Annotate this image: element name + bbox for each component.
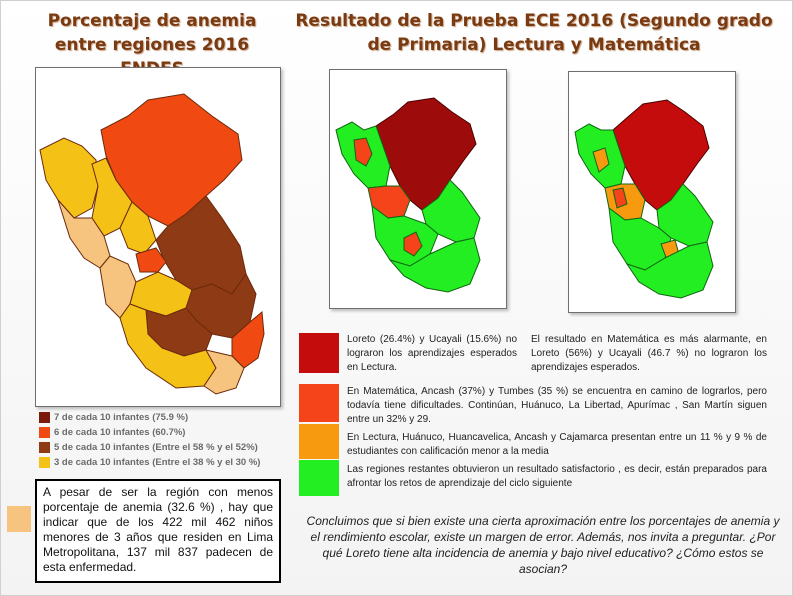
legend-label: 6 de cada 10 infantes (60.7%) [54, 427, 185, 438]
ece-text-reading: Loreto (26.4%) y Ucayali (15.6%) no logr… [347, 333, 517, 375]
legend-swatch [39, 412, 50, 423]
legend-row: 6 de cada 10 infantes (60.7%) [39, 425, 260, 440]
ece-text-math: El resultado en Matemática es más alarma… [531, 333, 767, 375]
ece-title: Resultado de la Prueba ECE 2016 (Segundo… [293, 9, 775, 57]
legend-row: 3 de cada 10 infantes (Entre el 38 % y e… [39, 455, 260, 470]
ece-text-red: En Matemática, Ancash (37%) y Tumbes (35… [347, 385, 767, 427]
ece-math-map [568, 71, 736, 313]
anemia-legend: 7 de cada 10 infantes (75.9 %) 6 de cada… [39, 410, 260, 470]
lima-swatch [7, 506, 31, 532]
ece-swatch-orange [299, 424, 339, 459]
ece-text-green: Las regiones restantes obtuvieron un res… [347, 463, 767, 491]
conclusion-text: Concluimos que si bien existe una cierta… [303, 513, 783, 577]
anemia-map [35, 67, 281, 407]
legend-swatch [39, 427, 50, 438]
legend-swatch [39, 457, 50, 468]
legend-label: 3 de cada 10 infantes (Entre el 38 % y e… [54, 457, 260, 468]
legend-label: 7 de cada 10 infantes (75.9 %) [54, 412, 188, 423]
legend-swatch [39, 442, 50, 453]
ece-swatch-red [299, 384, 339, 422]
legend-label: 5 de cada 10 infantes (Entre el 58 % y e… [54, 442, 258, 453]
legend-row: 7 de cada 10 infantes (75.9 %) [39, 410, 260, 425]
ece-swatch-green [299, 460, 339, 496]
lima-note: A pesar de ser la región con menos porce… [35, 479, 281, 583]
ece-reading-map [329, 69, 507, 309]
legend-row: 5 de cada 10 infantes (Entre el 58 % y e… [39, 440, 260, 455]
ece-text-orange: En Lectura, Huánuco, Huancavelica, Ancas… [347, 431, 767, 459]
ece-swatch-dark-red [299, 333, 339, 373]
